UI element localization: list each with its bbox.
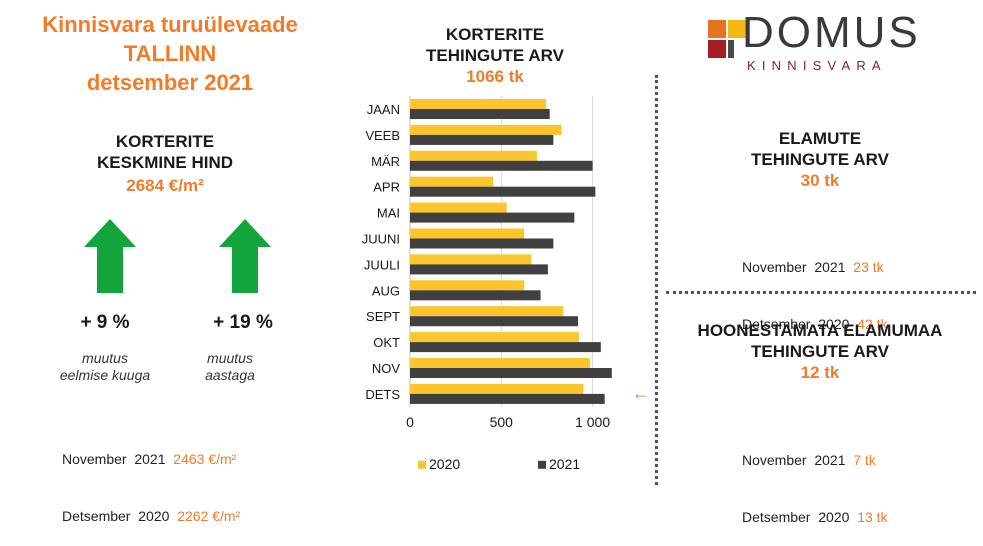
- yearly-label-line-2: aastaga: [205, 367, 255, 383]
- bar-2021-MAI: [410, 212, 575, 223]
- bar-2020-AUG: [410, 280, 525, 291]
- bar-2020-MÄR: [410, 150, 537, 161]
- houses-heading-1: ELAMUTE: [778, 129, 862, 148]
- category-label: SEPT: [366, 309, 400, 324]
- x-tick-label: 0: [406, 414, 414, 430]
- land-block: HOONESTAMATA ELAMUMAA TEHINGUTE ARV 12 t…: [670, 320, 970, 384]
- avg-price-prev-month-value: 2463 €/m²: [173, 451, 237, 467]
- category-label: APR: [373, 180, 400, 195]
- logo-square-red: [708, 40, 726, 58]
- chart-header-line-2: TEHINGUTE ARV: [426, 46, 564, 65]
- houses-prev-month-label: November 2021: [742, 259, 846, 275]
- land-prev-month-value: 7 tk: [853, 452, 876, 468]
- bar-2021-JUUNI: [410, 238, 554, 249]
- bar-2021-JAAN: [410, 109, 550, 119]
- legend-swatch-2021: [538, 460, 546, 469]
- arrow-up-monthly-icon: [84, 219, 136, 293]
- chart-header-value: 1066 tk: [466, 67, 524, 86]
- category-label: JAAN: [367, 102, 400, 117]
- category-label: VEEB: [365, 128, 400, 143]
- bar-2020-APR: [410, 176, 494, 187]
- land-prev-year-value: 13 tk: [857, 509, 888, 525]
- avg-price-block: KORTERITE KESKMINE HIND 2684 €/m²: [30, 131, 300, 197]
- transactions-bar-chart: JAAN VEEB MÄR APR MAI JUUNI JUULI AUG SEPT OKT NOV…: [362, 96, 650, 472]
- bar-2020-MAI: [410, 202, 507, 213]
- x-tick-label: 1 000: [575, 414, 610, 430]
- bar-2021-JUULI: [410, 264, 548, 275]
- monthly-change-label: muutus eelmise kuuga: [30, 350, 180, 384]
- title-line-2: TALLINN: [123, 41, 217, 66]
- category-label: OKT: [373, 335, 400, 350]
- legend-swatch-2020: [418, 460, 426, 469]
- land-prev-month-label: November 2021: [742, 452, 846, 468]
- avg-price-value: 2684 €/m²: [126, 176, 204, 195]
- logo-bar-grey: [728, 40, 734, 58]
- land-heading-1: HOONESTAMATA ELAMUMAA: [697, 321, 943, 340]
- bar-2020-SEPT: [410, 306, 564, 317]
- report-title: Kinnisvara turuülevaade TALLINN detsembe…: [0, 10, 340, 97]
- vertical-divider: [655, 75, 658, 485]
- legend-label-2021: 2021: [549, 456, 580, 472]
- horizontal-divider: [666, 291, 976, 294]
- yearly-label-line-1: muutus: [207, 350, 253, 366]
- bar-2021-OKT: [410, 342, 601, 353]
- bar-2020-JAAN: [410, 99, 547, 109]
- houses-prev-month-value: 23 tk: [853, 259, 884, 275]
- houses-block: ELAMUTE TEHINGUTE ARV 30 tk: [690, 128, 950, 192]
- bar-2020-JUUNI: [410, 228, 525, 239]
- logo-name: DOMUS: [742, 8, 921, 57]
- yearly-change-label: muutus aastaga: [175, 350, 285, 384]
- bar-2020-VEEB: [410, 124, 562, 135]
- category-label: DETS: [365, 387, 400, 402]
- category-label: MÄR: [371, 154, 400, 169]
- houses-heading-2: TEHINGUTE ARV: [751, 150, 889, 169]
- avg-price-prev-year-value: 2262 €/m²: [177, 508, 241, 524]
- x-tick-label: 500: [490, 414, 514, 430]
- houses-value: 30 tk: [800, 171, 840, 190]
- legend-label-2020: 2020: [429, 456, 460, 472]
- monthly-label-line-1: muutus: [82, 350, 128, 366]
- bar-2020-NOV: [410, 358, 590, 368]
- domus-logo: DOMUS KINNISVARA: [690, 6, 955, 81]
- bar-2021-SEPT: [410, 316, 578, 327]
- chart-header: KORTERITE TEHINGUTE ARV 1066 tk: [380, 24, 610, 88]
- title-line-3: detsember 2021: [86, 70, 254, 95]
- bar-2021-DETS: [410, 393, 605, 404]
- bar-2021-AUG: [410, 290, 541, 301]
- chart-header-line-1: KORTERITE: [445, 25, 545, 44]
- houses-prev-year-label: Detsember 2020: [742, 316, 850, 332]
- monthly-change: + 9 %: [80, 312, 130, 333]
- bar-2021-VEEB: [410, 134, 554, 145]
- bar-2021-APR: [410, 186, 596, 197]
- category-label: JUUNI: [362, 231, 400, 246]
- houses-comparison: November 2021 23 tk Detsember 2020 42 tk: [742, 220, 888, 353]
- logo-square-orange: [708, 20, 726, 38]
- land-heading-2: TEHINGUTE ARV: [751, 342, 889, 361]
- houses-prev-year-value: 42 tk: [857, 316, 888, 332]
- bar-2021-NOV: [410, 368, 612, 378]
- avg-price-prev-month-label: November 2021: [62, 451, 166, 467]
- avg-price-prev-year-label: Detsember 2020: [62, 508, 170, 524]
- bar-2020-OKT: [410, 332, 579, 343]
- avg-price-heading-1: KORTERITE: [115, 132, 215, 151]
- highlight-arrow-icon: ←: [632, 383, 650, 403]
- bar-2020-DETS: [410, 383, 584, 394]
- logo-square-yellow: [728, 20, 746, 38]
- category-label: NOV: [372, 361, 401, 376]
- title-line-1: Kinnisvara turuülevaade: [42, 12, 298, 37]
- category-label: JUULI: [364, 257, 400, 272]
- category-label: MAI: [377, 206, 400, 221]
- land-prev-year-label: Detsember 2020: [742, 509, 850, 525]
- arrow-up-yearly-icon: [219, 219, 271, 293]
- land-value: 12 tk: [800, 363, 840, 382]
- category-label: AUG: [372, 283, 400, 298]
- avg-price-comparison: November 2021 2463 €/m² Detsember 2020 2…: [62, 412, 240, 545]
- bar-2021-MÄR: [410, 160, 593, 171]
- logo-subtitle: KINNISVARA: [747, 58, 887, 73]
- yearly-change: + 19 %: [213, 312, 273, 333]
- bar-2020-JUULI: [410, 254, 532, 265]
- monthly-label-line-2: eelmise kuuga: [59, 367, 151, 383]
- avg-price-heading-2: KESKMINE HIND: [96, 153, 233, 172]
